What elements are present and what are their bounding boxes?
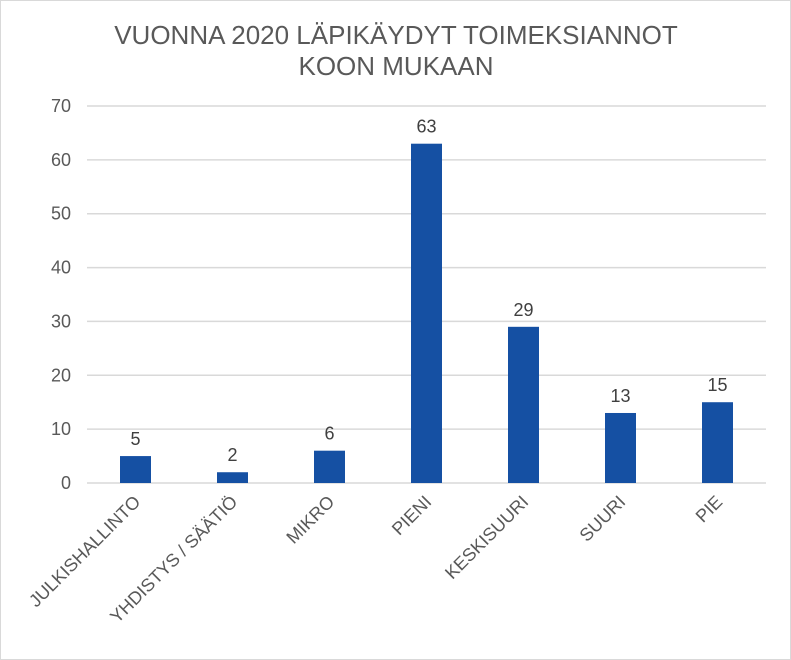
bar-1 xyxy=(217,472,248,483)
data-label-2: 6 xyxy=(324,424,334,444)
y-axis-ticks: 0 10 20 30 40 50 60 70 xyxy=(51,96,71,493)
category-label-2: MIKRO xyxy=(282,492,338,548)
y-tick-label-20: 20 xyxy=(51,365,71,385)
data-label-3: 63 xyxy=(416,117,436,137)
y-tick-label-30: 30 xyxy=(51,311,71,331)
data-label-5: 13 xyxy=(610,386,630,406)
chart-title: VUONNA 2020 LÄPIKÄYDYT TOIMEKSIANNOT KOO… xyxy=(114,20,678,81)
category-label-6: PIE xyxy=(692,492,727,527)
y-tick-label-60: 60 xyxy=(51,150,71,170)
category-label-5: SUURI xyxy=(576,492,630,546)
bar-0 xyxy=(120,456,151,483)
bar-6 xyxy=(702,402,733,483)
category-label-4: KESKISUURI xyxy=(441,492,532,583)
data-label-0: 5 xyxy=(130,429,140,449)
bar-3 xyxy=(411,143,442,483)
chart-title-line-2: KOON MUKAAN xyxy=(298,51,493,81)
chart-title-line-1: VUONNA 2020 LÄPIKÄYDYT TOIMEKSIANNOT xyxy=(114,20,678,50)
category-label-3: PIENI xyxy=(388,492,435,539)
bar-2 xyxy=(314,450,345,483)
data-labels: 5 2 6 63 29 13 15 xyxy=(130,117,727,466)
bars xyxy=(120,143,733,483)
data-label-1: 2 xyxy=(227,445,237,465)
y-tick-label-10: 10 xyxy=(51,419,71,439)
data-label-4: 29 xyxy=(513,300,533,320)
bar-4 xyxy=(508,326,539,483)
y-tick-label-40: 40 xyxy=(51,258,71,278)
data-label-6: 15 xyxy=(707,375,727,395)
y-tick-label-0: 0 xyxy=(61,473,71,493)
bar-5 xyxy=(605,412,636,483)
y-tick-label-50: 50 xyxy=(51,204,71,224)
y-tick-label-70: 70 xyxy=(51,96,71,116)
